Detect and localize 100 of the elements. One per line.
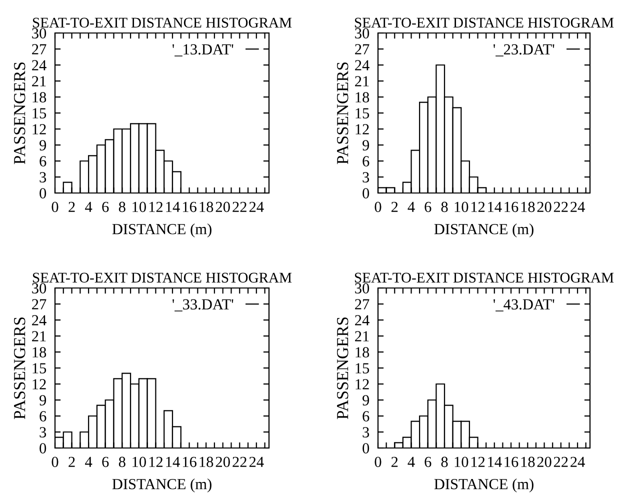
x-tick-label: 2 [391, 202, 398, 212]
x-tick-label: 20 [216, 456, 230, 468]
x-tick-label: 8 [441, 456, 448, 468]
x-tick-label: 0 [374, 456, 382, 468]
x-tick-label: 8 [118, 456, 126, 468]
y-axis-title: PASSENGERS [14, 317, 26, 420]
chart-title: SEAT-TO-EXIT DISTANCE HISTOGRAM [354, 18, 614, 28]
x-tick-label: 22 [232, 456, 246, 467]
x-tick-label: 22 [554, 456, 568, 467]
y-tick-label: 21 [32, 331, 46, 342]
x-tick-label: 12 [471, 456, 485, 467]
y-tick-label: 0 [40, 443, 46, 454]
y-tick-label: 15 [32, 108, 46, 118]
legend-label: '_33.DAT' [172, 299, 234, 312]
y-tick-label: 30 [32, 28, 46, 38]
y-tick-label: 27 [355, 299, 370, 310]
y-tick-label: 3 [362, 172, 370, 182]
x-tick-label: 10 [454, 202, 468, 212]
x-tick-label: 24 [249, 202, 264, 212]
x-tick-label: 2 [68, 202, 75, 212]
x-tick-label: 22 [232, 202, 246, 212]
x-axis-title: DISTANCE (m) [434, 478, 534, 492]
x-tick-label: 20 [537, 202, 552, 212]
y-tick-label: 12 [356, 379, 369, 390]
y-tick-label: 0 [362, 188, 370, 198]
y-tick-label: 24 [355, 315, 370, 326]
y-tick-label: 6 [362, 411, 370, 422]
x-tick-label: 0 [52, 456, 58, 468]
y-tick-label: 3 [40, 427, 46, 438]
x-tick-label: 6 [102, 202, 109, 212]
x-tick-label: 18 [200, 202, 214, 212]
x-tick-label: 12 [149, 202, 162, 212]
y-tick-label: 30 [32, 283, 46, 294]
x-tick-label: 24 [570, 202, 585, 212]
y-tick-label: 12 [356, 124, 369, 134]
y-tick-label: 18 [32, 92, 46, 102]
y-tick-label: 3 [40, 172, 46, 182]
y-tick-label: 12 [32, 379, 46, 390]
legend-label: '_13.DAT' [172, 44, 234, 56]
x-tick-label: 8 [441, 202, 448, 212]
x-tick-label: 24 [249, 456, 264, 467]
x-tick-label: 14 [166, 456, 180, 467]
x-tick-label: 16 [504, 456, 518, 468]
y-tick-label: 3 [362, 427, 370, 438]
x-tick-label: 18 [200, 456, 214, 468]
y-tick-label: 15 [32, 363, 46, 374]
x-tick-label: 4 [85, 202, 92, 212]
x-tick-label: 16 [504, 202, 518, 212]
chart-title: SEAT-TO-EXIT DISTANCE HISTOGRAM [354, 272, 614, 283]
x-tick-label: 2 [68, 456, 75, 467]
x-axis-title: DISTANCE (m) [434, 224, 534, 238]
legend-label: '_43.DAT' [494, 299, 554, 312]
x-tick-label: 0 [374, 202, 382, 212]
x-axis-title: DISTANCE (m) [112, 224, 212, 238]
y-tick-label: 24 [32, 315, 46, 326]
y-tick-label: 18 [32, 347, 46, 358]
y-tick-label: 30 [355, 28, 370, 38]
chart-title: SEAT-TO-EXIT DISTANCE HISTOGRAM [32, 272, 292, 283]
x-tick-label: 22 [554, 202, 568, 212]
x-tick-label: 16 [182, 202, 196, 212]
y-tick-label: 24 [355, 60, 370, 70]
y-tick-label: 15 [356, 108, 370, 118]
y-tick-label: 12 [32, 124, 46, 134]
y-tick-label: 21 [32, 76, 46, 86]
x-tick-label: 6 [102, 456, 109, 468]
x-axis-title: DISTANCE (m) [112, 478, 212, 492]
y-tick-label: 21 [355, 331, 369, 342]
x-tick-label: 6 [424, 456, 432, 468]
y-tick-label: 9 [362, 140, 370, 150]
x-tick-label: 10 [132, 456, 146, 468]
x-tick-label: 14 [488, 202, 502, 212]
x-tick-label: 24 [570, 456, 585, 467]
x-tick-label: 8 [118, 202, 126, 212]
x-tick-label: 6 [424, 202, 432, 212]
x-tick-label: 20 [537, 456, 552, 468]
x-tick-label: 12 [149, 456, 162, 467]
x-tick-label: 20 [216, 202, 230, 212]
y-tick-label: 30 [355, 283, 370, 294]
x-tick-label: 14 [166, 202, 180, 212]
y-axis-title: PASSENGERS [14, 62, 26, 164]
x-tick-label: 4 [85, 456, 92, 467]
x-tick-label: 16 [182, 456, 196, 468]
y-tick-label: 9 [40, 140, 46, 150]
x-tick-label: 4 [408, 202, 415, 212]
y-tick-label: 18 [356, 347, 370, 358]
y-axis-title: PASSENGERS [337, 317, 348, 420]
y-tick-label: 24 [32, 60, 46, 70]
x-tick-label: 18 [521, 202, 535, 212]
y-tick-label: 0 [362, 443, 370, 454]
x-tick-label: 0 [52, 202, 58, 212]
x-tick-label: 10 [132, 202, 146, 212]
y-tick-label: 15 [356, 363, 370, 374]
x-tick-label: 10 [454, 456, 468, 468]
y-axis-title: PASSENGERS [337, 62, 348, 164]
y-tick-label: 9 [40, 395, 46, 406]
y-tick-label: 18 [356, 92, 370, 102]
y-tick-label: 27 [32, 299, 46, 310]
y-tick-label: 9 [362, 395, 370, 406]
y-tick-label: 6 [40, 156, 46, 166]
x-tick-label: 4 [408, 456, 415, 467]
